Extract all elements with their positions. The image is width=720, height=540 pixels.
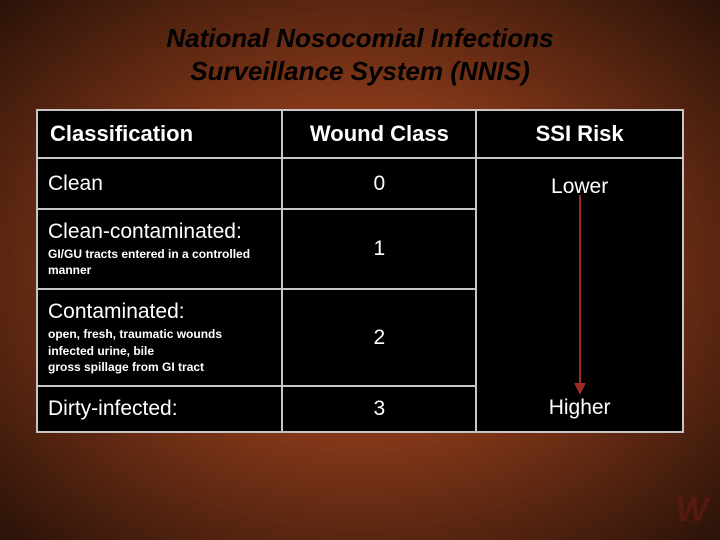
classification-sub: GI/GU tracts entered in a controlled man… <box>48 246 271 278</box>
table-header-row: Classification Wound Class SSI Risk <box>37 110 683 158</box>
nnis-table: Classification Wound Class SSI Risk Clea… <box>36 109 684 433</box>
classification-cell: Dirty-infected: <box>37 386 282 432</box>
ssi-cell-higher: Higher <box>476 386 683 432</box>
classification-main: Clean-contaminated: <box>48 220 242 243</box>
classification-main: Clean <box>48 172 103 195</box>
title-line-1: National Nosocomial Infections <box>166 23 553 53</box>
classification-main: Contaminated: <box>48 300 185 323</box>
table-row: Clean-contaminated: GI/GU tracts entered… <box>37 209 683 289</box>
classification-cell: Clean <box>37 158 282 209</box>
wound-class-cell: 3 <box>282 386 476 432</box>
wound-class-cell: 2 <box>282 289 476 386</box>
classification-cell: Clean-contaminated: GI/GU tracts entered… <box>37 209 282 289</box>
table-row: Clean 0 Lower <box>37 158 683 209</box>
ssi-higher-label: Higher <box>487 396 672 420</box>
ssi-cell-empty <box>476 289 683 386</box>
classification-cell: Contaminated: open, fresh, traumatic wou… <box>37 289 282 386</box>
table-row: Contaminated: open, fresh, traumatic wou… <box>37 289 683 386</box>
header-classification: Classification <box>37 110 282 158</box>
wound-class-cell: 0 <box>282 158 476 209</box>
title-line-2: Surveillance System (NNIS) <box>190 56 530 86</box>
header-ssi-risk: SSI Risk <box>476 110 683 158</box>
table-row: Dirty-infected: 3 Higher <box>37 386 683 432</box>
ssi-cell-empty <box>476 209 683 289</box>
wound-class-cell: 1 <box>282 209 476 289</box>
header-wound-class: Wound Class <box>282 110 476 158</box>
classification-sub: open, fresh, traumatic wounds infected u… <box>48 326 271 375</box>
slide-title: National Nosocomial Infections Surveilla… <box>0 0 720 87</box>
watermark-icon: W <box>676 491 708 530</box>
classification-main: Dirty-infected: <box>48 397 178 420</box>
ssi-lower-label: Lower <box>487 169 672 199</box>
ssi-cell-lower: Lower <box>476 158 683 209</box>
nnis-table-container: Classification Wound Class SSI Risk Clea… <box>36 109 684 433</box>
